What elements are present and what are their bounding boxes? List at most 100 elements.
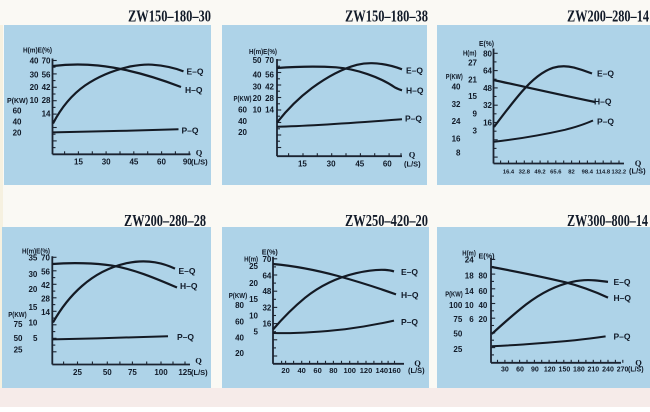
svg-text:70: 70 (262, 255, 271, 264)
svg-text:20: 20 (13, 129, 22, 138)
svg-text:20: 20 (238, 128, 247, 137)
svg-text:14: 14 (42, 109, 51, 118)
svg-text:80: 80 (478, 272, 487, 281)
svg-text:40: 40 (478, 301, 487, 310)
svg-text:100: 100 (154, 368, 168, 377)
svg-text:60: 60 (383, 160, 392, 169)
svg-text:5: 5 (33, 334, 38, 343)
svg-text:32.8: 32.8 (519, 170, 531, 176)
svg-text:H–Q: H–Q (180, 281, 198, 291)
svg-text:240: 240 (602, 367, 614, 374)
svg-text:28: 28 (42, 96, 51, 105)
svg-text:H(m): H(m) (462, 251, 476, 258)
svg-text:32: 32 (262, 303, 271, 312)
svg-text:132.2: 132.2 (612, 170, 627, 176)
svg-text:P–Q: P–Q (182, 126, 199, 136)
svg-text:65.6: 65.6 (550, 170, 562, 176)
svg-text:3: 3 (473, 127, 478, 136)
svg-text:20: 20 (249, 279, 258, 288)
svg-text:15: 15 (28, 303, 37, 312)
svg-text:40: 40 (298, 366, 306, 375)
svg-text:49.2: 49.2 (534, 170, 545, 176)
svg-text:56: 56 (41, 267, 50, 276)
svg-text:E–Q: E–Q (597, 69, 614, 79)
svg-text:21: 21 (468, 76, 477, 85)
svg-text:30: 30 (253, 83, 262, 92)
svg-text:90: 90 (183, 158, 192, 167)
svg-text:P(KW): P(KW) (446, 74, 463, 81)
svg-text:60: 60 (516, 367, 524, 374)
svg-text:140: 140 (376, 366, 389, 375)
svg-text:45: 45 (355, 160, 364, 169)
svg-text:E–Q: E–Q (406, 66, 423, 76)
svg-text:P–Q: P–Q (597, 117, 614, 127)
svg-text:H–Q: H–Q (614, 293, 632, 303)
svg-text:15: 15 (298, 160, 307, 169)
svg-text:10: 10 (253, 106, 262, 115)
svg-text:48: 48 (262, 287, 271, 296)
svg-text:75: 75 (14, 320, 23, 329)
svg-text:28: 28 (265, 94, 274, 103)
svg-text:ZW150–180–38: ZW150–180–38 (345, 7, 428, 26)
svg-text:30: 30 (28, 270, 37, 279)
svg-text:60: 60 (157, 158, 166, 167)
svg-text:20: 20 (281, 366, 289, 375)
svg-text:50: 50 (14, 334, 23, 343)
svg-text:P–Q: P–Q (614, 332, 631, 342)
svg-text:160: 160 (388, 366, 401, 375)
svg-text:210: 210 (587, 367, 599, 374)
svg-text:64: 64 (262, 272, 271, 281)
svg-text:15: 15 (468, 92, 477, 101)
svg-text:40: 40 (30, 57, 39, 66)
svg-text:16: 16 (483, 118, 492, 127)
svg-text:60: 60 (13, 107, 22, 116)
svg-text:(L/S): (L/S) (191, 158, 208, 167)
svg-text:60: 60 (235, 317, 244, 326)
svg-text:P(KW): P(KW) (7, 98, 28, 105)
svg-text:16.4: 16.4 (503, 170, 515, 176)
svg-text:70: 70 (265, 56, 274, 65)
svg-text:100: 100 (449, 301, 463, 310)
svg-text:E–Q: E–Q (614, 277, 631, 287)
svg-text:Q: Q (414, 358, 421, 368)
svg-text:(L/S): (L/S) (629, 167, 646, 176)
svg-text:H(m): H(m) (244, 256, 258, 263)
svg-text:E–Q: E–Q (401, 267, 418, 277)
svg-text:20: 20 (30, 83, 39, 92)
svg-text:18: 18 (465, 272, 474, 281)
svg-text:E(%): E(%) (479, 41, 494, 48)
svg-text:42: 42 (265, 83, 274, 92)
svg-text:27: 27 (468, 58, 477, 67)
svg-text:40: 40 (13, 118, 22, 127)
svg-text:40: 40 (253, 71, 262, 80)
svg-text:90: 90 (531, 367, 539, 374)
svg-text:P–Q: P–Q (401, 317, 418, 327)
svg-text:P–Q: P–Q (405, 114, 422, 124)
svg-text:(L/S): (L/S) (404, 160, 421, 169)
svg-text:75: 75 (453, 315, 462, 324)
svg-text:114.8: 114.8 (596, 170, 611, 176)
svg-text:100: 100 (343, 366, 356, 375)
svg-text:50: 50 (103, 368, 112, 377)
svg-text:P(KW): P(KW) (445, 292, 463, 299)
svg-text:40: 40 (452, 83, 461, 92)
svg-text:30: 30 (501, 367, 509, 374)
svg-text:ZW200–280–14: ZW200–280–14 (567, 7, 649, 26)
svg-text:25: 25 (14, 345, 23, 354)
svg-text:14: 14 (41, 308, 50, 317)
svg-text:120: 120 (360, 366, 373, 375)
svg-text:H–Q: H–Q (401, 290, 419, 300)
svg-text:80: 80 (483, 49, 492, 58)
svg-text:10: 10 (28, 319, 37, 328)
svg-text:P(KW): P(KW) (234, 96, 252, 103)
svg-text:10: 10 (249, 311, 258, 320)
svg-text:16: 16 (262, 320, 271, 329)
svg-text:E–Q: E–Q (179, 266, 196, 276)
svg-text:45: 45 (129, 158, 138, 167)
svg-text:24: 24 (465, 255, 474, 264)
svg-text:P–Q: P–Q (177, 332, 194, 342)
svg-text:ZW250–420–20: ZW250–420–20 (345, 211, 428, 230)
svg-text:50: 50 (453, 330, 462, 339)
svg-text:60: 60 (478, 287, 487, 296)
svg-text:35: 35 (28, 254, 37, 263)
